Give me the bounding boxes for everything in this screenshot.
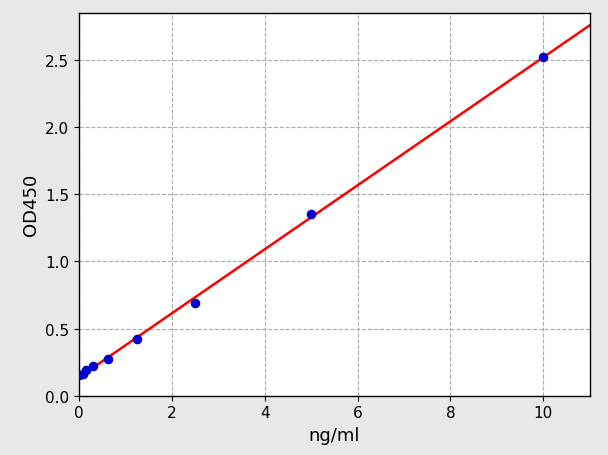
- Y-axis label: OD450: OD450: [22, 174, 40, 236]
- Point: [306, 211, 316, 218]
- Point: [103, 356, 113, 363]
- Point: [190, 300, 200, 307]
- X-axis label: ng/ml: ng/ml: [309, 426, 360, 444]
- Point: [74, 371, 84, 379]
- Point: [539, 54, 548, 61]
- Point: [81, 367, 91, 374]
- Point: [89, 363, 98, 370]
- Point: [78, 370, 88, 377]
- Point: [132, 336, 142, 343]
